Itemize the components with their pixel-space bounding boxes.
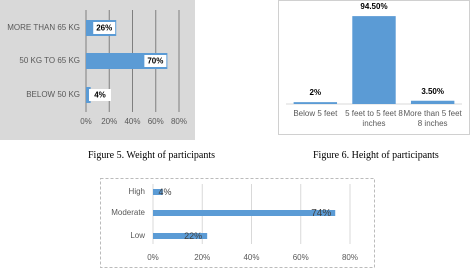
x-tick-label: 60% xyxy=(293,253,309,262)
x-tick-label: 40% xyxy=(243,253,259,262)
bar xyxy=(153,210,336,216)
x-tick-label: 80% xyxy=(171,117,187,126)
category-label: BELOW 50 KG xyxy=(26,90,80,99)
value-label-box xyxy=(144,55,167,67)
category-label: 5 feet to 5 feet 8 inches xyxy=(345,109,403,128)
value-label-box xyxy=(93,22,116,34)
bar xyxy=(153,233,208,239)
value-label: 3.50% xyxy=(421,87,444,96)
value-label: 70% xyxy=(147,57,163,66)
bar xyxy=(352,16,396,105)
x-tick-label: 0% xyxy=(80,117,92,126)
weight-chart: 0% 20% 40% 60% 80% MORE THAN 65 KG 26% 50 KG TO… xyxy=(0,0,195,140)
category-label: Below 5 feet xyxy=(293,109,338,118)
value-label: 4% xyxy=(158,187,171,197)
x-tick-label: 60% xyxy=(148,117,164,126)
category-label: MORE THAN 65 KG xyxy=(7,23,80,32)
value-label: 2% xyxy=(310,88,322,97)
bar xyxy=(86,87,91,103)
category-label: High xyxy=(129,187,145,196)
value-label: 94.50% xyxy=(360,2,387,11)
figure-caption: Figure 6. Height of participants xyxy=(313,150,439,161)
category-label: 50 KG TO 65 KG xyxy=(19,56,80,65)
value-label-box xyxy=(89,89,111,101)
category-label: Low xyxy=(130,231,145,240)
value-label: 26% xyxy=(96,24,112,33)
level-chart: 0% 20% 40% 60% 80% High 4% Moderate 74% Low 22% xyxy=(100,178,375,268)
value-label: 4% xyxy=(94,91,106,100)
bar xyxy=(153,189,163,195)
bar xyxy=(293,102,338,104)
x-tick-label: 20% xyxy=(101,117,117,126)
x-tick-label: 20% xyxy=(194,253,210,262)
x-tick-label: 80% xyxy=(342,253,358,262)
x-tick-label: 0% xyxy=(147,253,159,262)
bar xyxy=(410,100,455,104)
category-label: Moderate xyxy=(111,208,145,217)
category-label: More than 5 feet 8 inches xyxy=(403,109,462,128)
height-chart: 2% 94.50% 3.50% xyxy=(278,0,470,135)
value-label: 22% xyxy=(184,231,202,241)
figure-caption: Figure 5. Weight of participants xyxy=(88,150,216,161)
x-tick-label: 40% xyxy=(124,117,140,126)
chart-background xyxy=(100,178,375,268)
value-label: 74% xyxy=(311,208,331,219)
